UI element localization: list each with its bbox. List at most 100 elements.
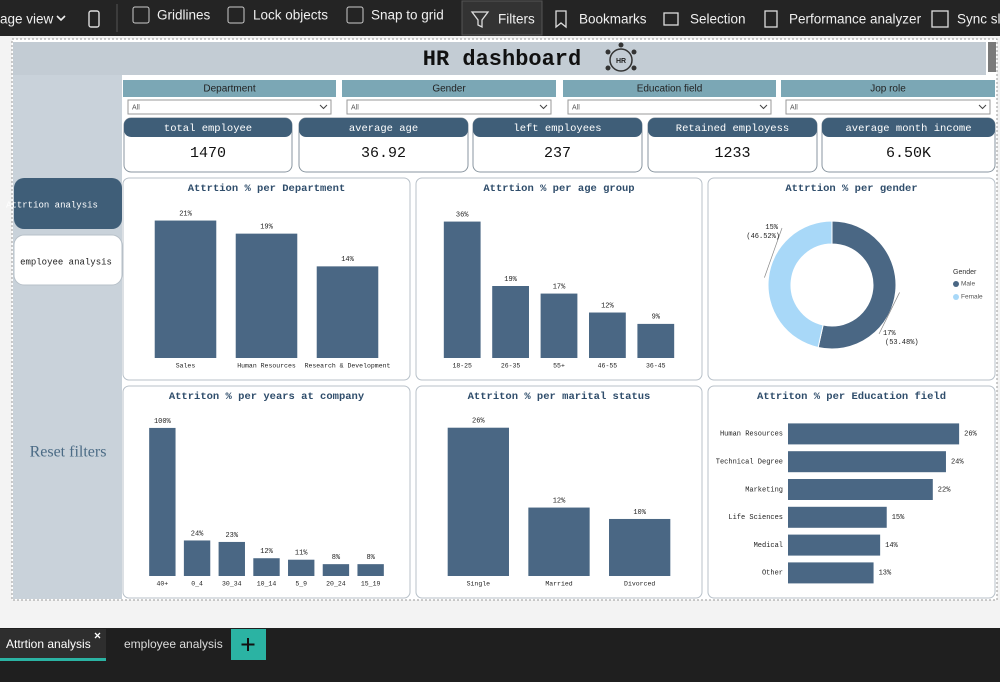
bar[interactable] — [788, 562, 874, 584]
bar[interactable] — [788, 534, 881, 556]
x-tick-label: 46-55 — [598, 363, 618, 370]
snap-label[interactable]: Snap to grid — [371, 8, 444, 23]
bar[interactable] — [637, 323, 675, 358]
value-label: (46.52%) — [746, 233, 780, 241]
bar[interactable] — [183, 540, 211, 576]
slicer-value[interactable]: All — [132, 104, 140, 111]
kpi-label: Retained employess — [676, 123, 789, 135]
bar[interactable] — [235, 233, 298, 358]
bar[interactable] — [149, 427, 176, 576]
bar[interactable] — [357, 564, 384, 576]
sync-label[interactable]: Sync sli — [957, 12, 1000, 27]
slicer-dropdown[interactable] — [567, 99, 772, 115]
nav-button-active[interactable] — [14, 178, 122, 229]
view-menu[interactable]: age view — [0, 12, 54, 27]
nav-button-label[interactable]: Attrtion analysis — [6, 200, 98, 210]
y-tick-label: Technical Degree — [716, 459, 783, 467]
value-label: 23% — [225, 532, 238, 540]
nav-button[interactable] — [13, 234, 123, 286]
checkbox[interactable] — [227, 6, 245, 24]
x-tick-label: Research & Development — [305, 363, 391, 370]
bar[interactable] — [218, 541, 245, 576]
dropdown-chevron — [978, 104, 987, 110]
reset-filters[interactable]: Reset filters — [30, 444, 107, 461]
y-tick-label: Medical — [754, 542, 783, 550]
bar[interactable] — [609, 518, 671, 576]
slicer-value[interactable]: All — [790, 104, 798, 111]
value-label: 14% — [885, 542, 898, 550]
selection-label[interactable]: Selection — [690, 12, 746, 27]
tab-label[interactable]: Attrtion analysis — [6, 637, 91, 651]
x-tick-label: 10_14 — [257, 581, 277, 588]
value-label: 24% — [191, 530, 204, 538]
kpi-label: left employees — [513, 123, 601, 135]
value-label: 12% — [601, 302, 614, 310]
bar[interactable] — [788, 506, 887, 528]
slicer-dropdown[interactable] — [127, 99, 332, 115]
bar[interactable] — [322, 564, 350, 576]
share-label: 17% — [883, 330, 896, 338]
x-tick-label: Divorced — [624, 581, 655, 588]
x-tick-label: 30_34 — [222, 581, 242, 588]
bar[interactable] — [316, 266, 379, 358]
tab-close[interactable] — [94, 632, 101, 639]
kpi-value: 1233 — [714, 145, 750, 162]
logo-text: HR — [616, 58, 626, 65]
checkbox[interactable] — [132, 6, 150, 24]
value-label: 15% — [892, 514, 905, 522]
nav-button-label[interactable]: employee analysis — [20, 257, 112, 267]
gridlines-label[interactable]: Gridlines — [157, 8, 211, 23]
bar[interactable] — [528, 507, 590, 576]
value-label: 22% — [938, 486, 951, 494]
x-tick-label: 55+ — [553, 363, 565, 370]
value-label: 9% — [652, 314, 661, 322]
slicer-label: Education field — [637, 84, 703, 95]
performance-label[interactable]: Performance analyzer — [789, 12, 922, 27]
donut-slice[interactable] — [767, 220, 833, 349]
bar[interactable] — [589, 312, 626, 358]
bar[interactable] — [154, 220, 217, 358]
bar[interactable] — [540, 293, 578, 358]
chart-title: Attrtion % per gender — [785, 183, 917, 195]
dropdown-chevron — [539, 104, 548, 110]
value-label: 36% — [456, 211, 469, 219]
tab-active[interactable] — [0, 629, 106, 660]
bar[interactable] — [253, 558, 280, 576]
legend-label[interactable]: Female — [961, 294, 983, 301]
filters-label[interactable]: Filters — [498, 12, 535, 27]
bar[interactable] — [788, 423, 960, 445]
slicer-value[interactable]: All — [351, 104, 359, 111]
kpi-value: 36.92 — [361, 145, 406, 162]
mobile-icon[interactable] — [88, 10, 100, 28]
x-tick-label: 5_9 — [295, 581, 307, 588]
kpi-header — [473, 118, 642, 137]
kpi-label: average age — [349, 123, 418, 135]
filters-button[interactable] — [461, 0, 543, 36]
donut-slice[interactable] — [817, 220, 897, 350]
share-label: 15% — [765, 224, 778, 232]
value-label: 10% — [633, 509, 646, 517]
kpi-label: total employee — [164, 123, 252, 135]
slicers: Department All Gender All Education field All… — [123, 80, 995, 115]
kpi-header — [648, 118, 817, 137]
value-label: 12% — [260, 548, 273, 556]
bar[interactable] — [788, 451, 946, 473]
bar[interactable] — [288, 559, 315, 576]
tab-label[interactable]: employee analysis — [124, 637, 223, 651]
lock-label[interactable]: Lock objects — [253, 8, 328, 23]
bookmarks-label[interactable]: Bookmarks — [579, 12, 647, 27]
value-label: 8% — [332, 554, 341, 562]
slicer-value[interactable]: All — [572, 104, 580, 111]
bar[interactable] — [443, 221, 481, 358]
bar[interactable] — [447, 427, 509, 576]
bar[interactable] — [492, 286, 529, 358]
x-tick-label: Single — [467, 581, 491, 588]
slicer-header — [123, 80, 336, 97]
legend-label[interactable]: Male — [961, 281, 975, 288]
bar[interactable] — [788, 479, 933, 500]
kpi-header — [822, 118, 995, 137]
checkbox[interactable] — [346, 6, 364, 24]
slicer-dropdown[interactable] — [785, 99, 991, 115]
slicer-dropdown[interactable] — [346, 99, 552, 115]
